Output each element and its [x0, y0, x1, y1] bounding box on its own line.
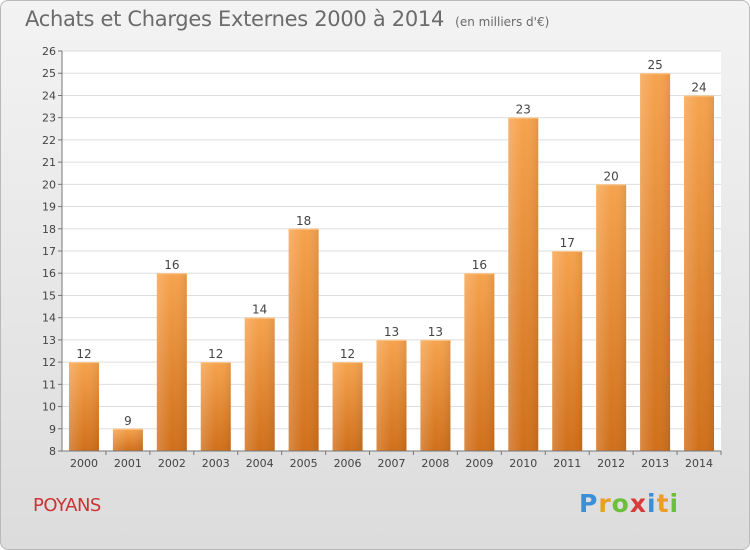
x-tick-label: 2010	[509, 457, 537, 470]
bars: 12 9 16 12 14 18 12 13 13 16 23 17 20 25 24	[68, 58, 715, 452]
x-tick-label: 2001	[114, 457, 142, 470]
y-tick-label: 21	[42, 156, 56, 169]
x-axis: 2000 2001 2002 2003 2004 2005 2006 2007 2008 2009…	[62, 450, 722, 470]
x-tick-label: 2004	[246, 457, 274, 470]
data-label: 9	[124, 414, 132, 428]
x-tick-label: 2009	[465, 457, 493, 470]
data-label: 24	[691, 80, 706, 94]
logo-letter: i	[647, 489, 657, 518]
data-label: 16	[164, 258, 179, 272]
y-tick-label: 11	[42, 378, 56, 391]
y-tick-label: 20	[42, 178, 56, 191]
x-tick-label: 2002	[158, 457, 186, 470]
y-tick-label: 24	[42, 89, 56, 102]
data-label: 13	[428, 325, 443, 339]
data-label: 12	[208, 347, 223, 361]
y-tick-label: 13	[42, 334, 56, 347]
y-tick-label: 15	[42, 289, 56, 302]
data-label: 18	[296, 214, 311, 228]
chart-title: Achats et Charges Externes 2000 à 2014 (…	[25, 7, 549, 31]
x-tick-label: 2012	[597, 457, 625, 470]
x-tick-label: 2006	[334, 457, 362, 470]
bar-shade	[596, 184, 627, 452]
x-tick-label: 2008	[421, 457, 449, 470]
bar-shade	[420, 339, 451, 451]
y-tick-label: 8	[49, 445, 56, 458]
x-tick-label: 2003	[202, 457, 230, 470]
data-label: 12	[340, 347, 355, 361]
y-tick-label: 10	[42, 401, 56, 414]
y-tick-label: 25	[42, 67, 56, 80]
logo-letter: r	[598, 489, 612, 518]
y-tick-label: 19	[42, 201, 56, 214]
y-axis: 8 9 10 11 12 13 14 15 16 17 18 19 20 21 22 23 24 25 26	[42, 45, 63, 458]
data-label: 20	[604, 169, 619, 183]
logo-letter: x	[629, 489, 647, 518]
y-tick-label: 12	[42, 356, 56, 369]
bar-shade	[684, 95, 715, 451]
x-tick-label: 2011	[553, 457, 581, 470]
bar-shade	[112, 428, 143, 451]
y-tick-label: 17	[42, 245, 56, 258]
bar-shade	[508, 117, 539, 452]
data-label: 17	[560, 236, 575, 250]
logo-letter: o	[611, 489, 630, 518]
chart-title-unit: (en milliers d'€)	[455, 15, 550, 29]
bar-shade	[244, 317, 275, 451]
bar-shade	[332, 362, 363, 451]
y-tick-label: 18	[42, 223, 56, 236]
x-tick-label: 2007	[378, 457, 406, 470]
y-tick-label: 22	[42, 134, 56, 147]
logo-letter: t	[656, 489, 670, 518]
bar-shade	[464, 273, 495, 451]
y-tick-label: 23	[42, 112, 56, 125]
x-tick-label: 2013	[641, 457, 669, 470]
bar-shade	[640, 73, 671, 451]
bar-shade	[288, 228, 319, 451]
data-label: 14	[252, 303, 267, 317]
x-tick-label: 2000	[70, 457, 98, 470]
data-label: 12	[76, 347, 91, 361]
data-label: 23	[516, 103, 531, 117]
data-label: 16	[472, 258, 487, 272]
data-label: 25	[647, 58, 662, 72]
proxiti-logo[interactable]: Proxiti	[579, 489, 679, 518]
y-tick-label: 14	[42, 312, 56, 325]
x-tick-label: 2005	[290, 457, 318, 470]
bar-shade	[200, 362, 231, 451]
place-name: POYANS	[33, 495, 101, 516]
bar-shade	[552, 251, 583, 451]
chart-title-main: Achats et Charges Externes 2000 à 2014	[25, 7, 445, 31]
y-tick-label: 16	[42, 267, 56, 280]
bar-shade	[68, 362, 99, 451]
logo-letter: P	[579, 489, 599, 518]
logo-letter: i	[669, 489, 680, 518]
bar-shade	[156, 273, 187, 451]
bar-shade	[376, 339, 407, 451]
x-tick-label: 2014	[685, 457, 713, 470]
y-tick-label: 26	[42, 45, 56, 58]
data-label: 13	[384, 325, 399, 339]
y-tick-label: 9	[49, 423, 56, 436]
